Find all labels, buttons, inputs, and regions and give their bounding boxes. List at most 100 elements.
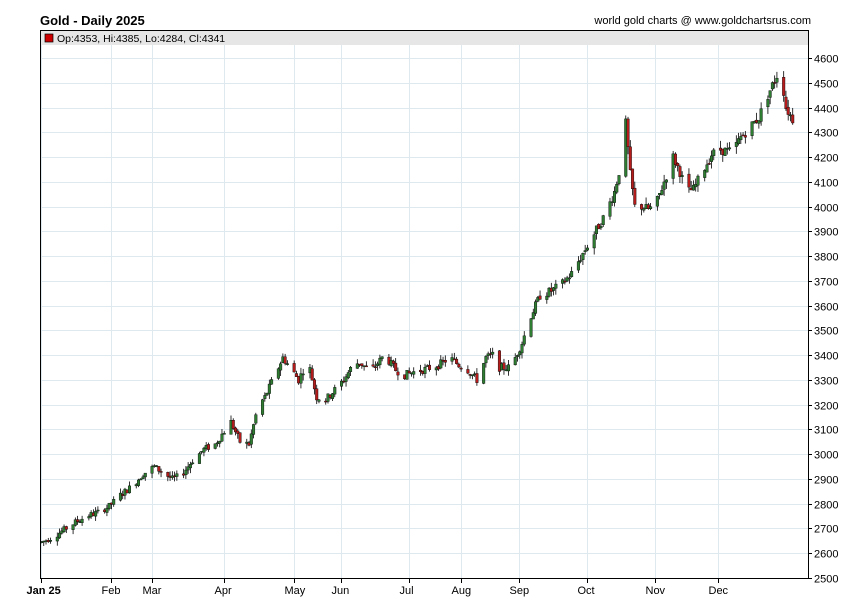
candle-down bbox=[628, 146, 632, 170]
y-tick-label: 3900 bbox=[814, 227, 838, 239]
candle-up bbox=[655, 195, 659, 207]
candle-down bbox=[64, 526, 68, 530]
candle-up bbox=[671, 153, 675, 179]
candle-up bbox=[581, 253, 585, 260]
candle-up bbox=[143, 472, 147, 478]
candle-up bbox=[592, 234, 596, 249]
candle-up bbox=[554, 283, 558, 289]
candle-down bbox=[294, 373, 298, 377]
candle-down bbox=[310, 368, 314, 381]
x-tick-label: Sep bbox=[510, 585, 530, 597]
candle-up bbox=[188, 464, 192, 469]
candle-up bbox=[346, 372, 350, 379]
candle-down bbox=[418, 369, 422, 373]
x-axis: Jan 25 Feb Mar Apr May Jun Jul Aug Sep Oct Nov Dec bbox=[27, 578, 729, 597]
candle-up bbox=[531, 312, 535, 320]
chart-title: Gold - Daily 2025 bbox=[40, 13, 145, 28]
candle-down bbox=[673, 153, 677, 165]
candle-up bbox=[412, 371, 416, 375]
candle-down bbox=[76, 519, 80, 522]
candle-up bbox=[768, 90, 772, 98]
candle-up bbox=[766, 99, 770, 108]
chart-credit: world gold charts @ www.goldchartsrus.co… bbox=[594, 15, 811, 27]
candle-up bbox=[601, 215, 605, 225]
candle-down bbox=[678, 166, 682, 177]
y-tick-label: 4200 bbox=[814, 153, 838, 165]
candle-up bbox=[608, 201, 612, 217]
candle-up bbox=[759, 108, 763, 122]
candle-up bbox=[112, 499, 116, 505]
candle-up bbox=[139, 478, 143, 481]
y-tick-label: 3000 bbox=[814, 450, 838, 462]
candle-down bbox=[231, 419, 235, 429]
x-tick-label: Oct bbox=[578, 585, 595, 597]
candle-up bbox=[87, 516, 91, 519]
y-tick-label: 2500 bbox=[814, 574, 838, 586]
candle-down bbox=[234, 427, 238, 433]
candle-up bbox=[515, 355, 519, 357]
candle-up bbox=[155, 465, 159, 467]
y-tick-label: 3800 bbox=[814, 252, 838, 264]
candle-up bbox=[378, 357, 382, 366]
candle-up bbox=[585, 247, 589, 251]
candle-up bbox=[770, 82, 774, 90]
candle-down bbox=[784, 96, 788, 109]
candle-down bbox=[373, 366, 377, 368]
candle-up bbox=[191, 462, 195, 465]
candle-up bbox=[220, 433, 224, 442]
y-tick-label: 4100 bbox=[814, 178, 838, 190]
candle-up bbox=[615, 184, 619, 193]
candle-up bbox=[739, 136, 743, 141]
candle-up bbox=[565, 277, 569, 282]
candle-down bbox=[315, 388, 319, 401]
candle-up bbox=[599, 226, 603, 229]
x-tick-label: May bbox=[285, 585, 306, 597]
candle-up bbox=[757, 120, 761, 124]
candle-up bbox=[552, 287, 556, 291]
candle-up bbox=[213, 443, 217, 449]
candle-up bbox=[175, 473, 179, 477]
candle-down bbox=[364, 365, 368, 368]
y-tick-label: 4500 bbox=[814, 79, 838, 91]
candle-up bbox=[380, 356, 384, 359]
candle-up bbox=[567, 277, 571, 280]
candle-up bbox=[723, 147, 727, 156]
candle-up bbox=[285, 363, 289, 365]
candle-down bbox=[743, 135, 747, 138]
candle-down bbox=[640, 204, 644, 210]
y-tick-label: 3700 bbox=[814, 277, 838, 289]
candle-up bbox=[439, 359, 443, 369]
y-tick-label: 4600 bbox=[814, 54, 838, 66]
candle-down bbox=[455, 358, 459, 364]
y-tick-label: 4400 bbox=[814, 104, 838, 116]
x-tick-label: Feb bbox=[102, 585, 121, 597]
candle-up bbox=[340, 380, 344, 387]
candle-down bbox=[687, 173, 691, 188]
candle-down bbox=[459, 367, 463, 370]
candle-up bbox=[737, 138, 741, 145]
candle-down bbox=[626, 118, 630, 147]
candle-down bbox=[466, 369, 470, 374]
candle-up bbox=[118, 492, 122, 501]
candle-up bbox=[482, 363, 486, 384]
candle-up bbox=[276, 368, 280, 379]
plot-border bbox=[40, 30, 809, 579]
y-tick-label: 3600 bbox=[814, 302, 838, 314]
legend-swatch bbox=[44, 33, 54, 43]
candle-up bbox=[80, 518, 84, 523]
candle-up bbox=[137, 479, 141, 486]
candle-up bbox=[712, 149, 716, 156]
candle-down bbox=[502, 362, 506, 370]
candle-up bbox=[750, 121, 754, 136]
candle-up bbox=[775, 77, 779, 83]
candle-up bbox=[506, 364, 510, 372]
candle-up bbox=[545, 295, 549, 300]
candle-up bbox=[534, 301, 538, 314]
candle-up bbox=[649, 206, 653, 209]
x-tick-label: Jul bbox=[400, 585, 414, 597]
candle-up bbox=[184, 469, 188, 476]
y-tick-label: 3400 bbox=[814, 351, 838, 363]
candle-up bbox=[197, 453, 201, 464]
candle-down bbox=[396, 371, 400, 376]
candle-up bbox=[333, 387, 337, 395]
